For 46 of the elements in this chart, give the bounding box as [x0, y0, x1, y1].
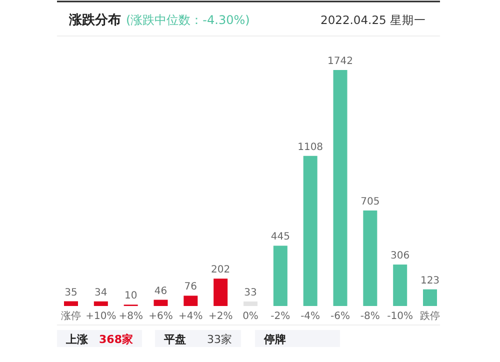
bar [184, 296, 198, 306]
x-tick-label: +4% [178, 311, 203, 322]
bar [64, 301, 78, 306]
text: 上涨 [65, 333, 89, 346]
bar [303, 156, 318, 306]
data-label: 123 [420, 275, 440, 286]
data-label: 705 [360, 196, 380, 208]
x-tick-label: -6% [330, 311, 350, 322]
x-tick-label: +10% [86, 311, 116, 322]
x-tick-label: 涨停 [61, 310, 81, 322]
data-label: 306 [390, 250, 410, 262]
bar [244, 302, 258, 306]
x-tick-label: 0% [242, 311, 258, 322]
bar [214, 278, 228, 306]
chart-title: 涨跌分布 [68, 13, 121, 28]
data-label: 46 [154, 286, 168, 297]
x-tick-label: +6% [148, 311, 173, 322]
x-tick-label: +8% [118, 311, 143, 322]
data-label: 33 [244, 288, 257, 299]
text: 平盘 [163, 333, 186, 346]
text: 2022.04.25 星期一 [320, 13, 426, 27]
text: 停牌 [263, 333, 286, 346]
bar [423, 289, 437, 306]
chart-subtitle: (涨跌中位数：-4.30%) [126, 13, 250, 27]
data-label: 202 [211, 264, 230, 276]
bar [154, 300, 168, 306]
x-tick-label: -2% [270, 311, 290, 322]
data-label: 34 [94, 287, 108, 298]
data-label: 35 [64, 287, 78, 298]
bar [363, 210, 378, 306]
data-label: 445 [270, 232, 290, 243]
text: 33家 [207, 333, 232, 346]
bar [333, 70, 348, 306]
x-tick-label: -10% [387, 311, 414, 322]
x-tick-label: 跌停 [420, 310, 440, 322]
data-label: 1108 [298, 142, 324, 153]
x-tick-label: -4% [300, 311, 320, 322]
bar [273, 246, 288, 306]
text: 368家 [99, 333, 133, 346]
x-tick-label: +2% [208, 311, 233, 322]
bar [94, 301, 108, 306]
bar [393, 264, 408, 306]
data-label: 76 [184, 282, 198, 293]
data-label: 10 [124, 290, 138, 302]
x-tick-label: -8% [360, 311, 380, 322]
data-label: 1742 [328, 56, 353, 67]
